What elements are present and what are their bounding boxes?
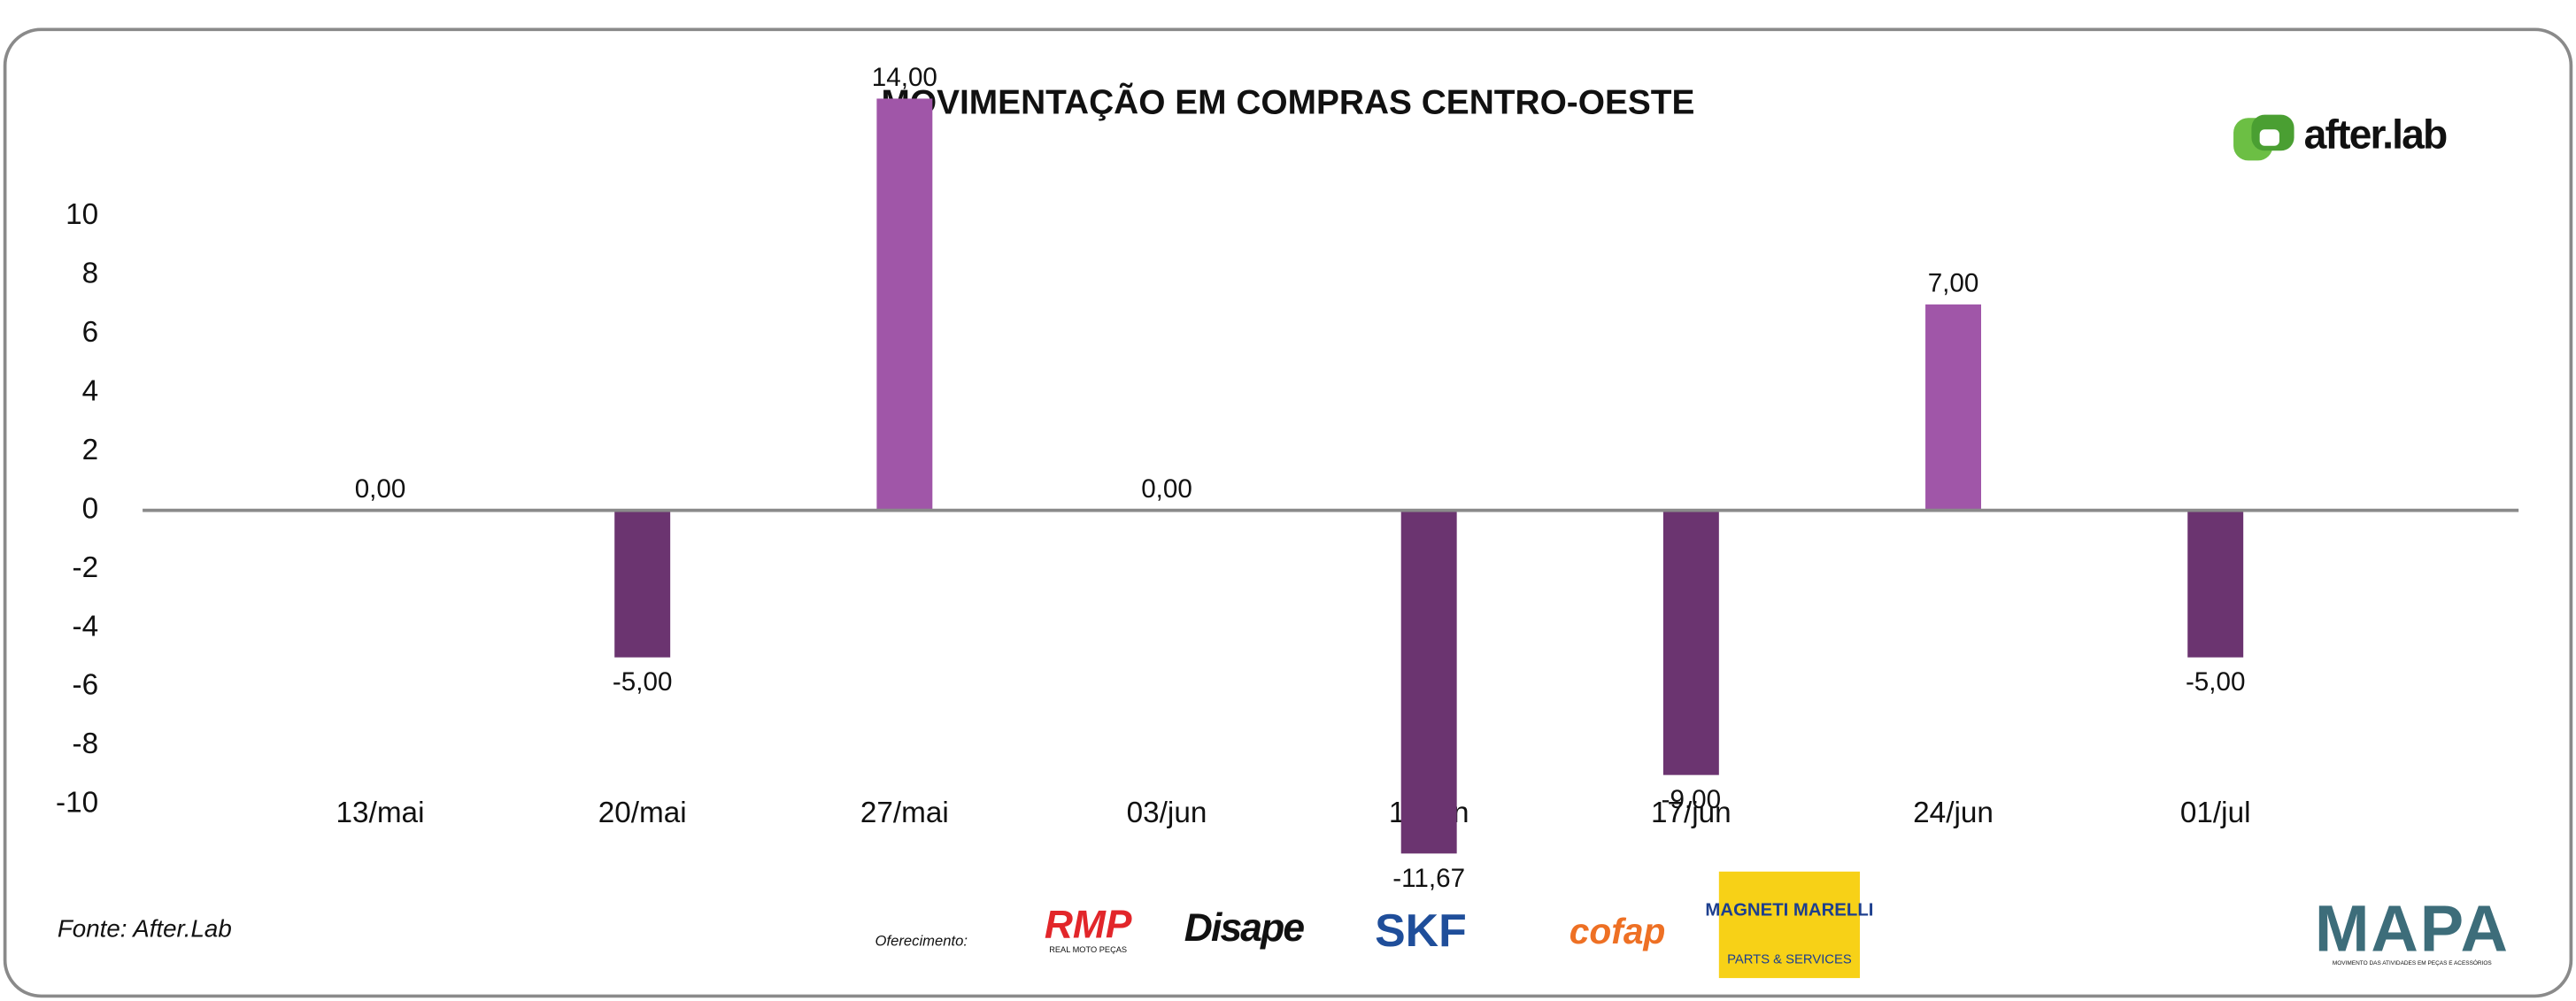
- value-label: 0,00: [1141, 474, 1192, 504]
- y-tick-label: 4: [82, 374, 99, 407]
- y-tick-label: -2: [73, 551, 99, 584]
- value-label: 0,00: [355, 474, 406, 504]
- sponsor-skf: SKF: [1375, 905, 1467, 956]
- value-label: -9,00: [1662, 785, 1722, 814]
- sponsor-label: Oferecimento:: [875, 933, 968, 950]
- sponsor-cofap: cofap: [1570, 911, 1666, 951]
- y-tick-label: 10: [66, 198, 98, 231]
- value-label: 7,00: [1928, 269, 1979, 298]
- bar: [1925, 304, 1981, 511]
- x-tick-label: 01/jul: [2180, 797, 2251, 829]
- sponsor-magneti: MAGNETI MARELLI: [1705, 901, 1873, 920]
- y-tick-label: -10: [56, 787, 98, 820]
- brand-logo: after.lab: [2233, 112, 2449, 161]
- x-tick-label: 27/mai: [860, 797, 949, 829]
- bar: [2187, 510, 2244, 658]
- y-tick-label: 2: [82, 434, 99, 466]
- y-tick-label: 8: [82, 258, 99, 290]
- frame: [3, 27, 2573, 998]
- x-tick-label: 17/jun: [1651, 797, 1731, 829]
- sponsor-box: [1718, 871, 1861, 979]
- value-label: 14,00: [872, 63, 937, 92]
- x-tick-label: 13/mai: [336, 797, 425, 829]
- y-tick-label: 0: [82, 492, 99, 525]
- y-tick-label: -4: [73, 610, 99, 643]
- sponsors: RMP REAL MOTO PEÇAS Disape SKF cofap MAG…: [1045, 871, 1873, 979]
- bar: [1400, 510, 1457, 854]
- y-tick-label: -6: [73, 669, 99, 702]
- sponsor-magneti-sub: PARTS & SERVICES: [1727, 953, 1852, 967]
- value-label: -5,00: [613, 667, 673, 697]
- bar: [614, 510, 671, 658]
- bar: [1662, 510, 1719, 775]
- bar: [876, 98, 933, 511]
- brand-name: after.lab: [2304, 112, 2447, 158]
- x-tick-label: 20/mai: [598, 797, 687, 829]
- value-label: -5,00: [2186, 667, 2245, 697]
- source: Fonte: After.Lab: [58, 915, 232, 943]
- sponsor-rmp: RMP: [1045, 903, 1132, 946]
- brand-icon: [2259, 129, 2279, 146]
- y-tick-label: -8: [73, 728, 99, 760]
- x-tick-label: 03/jun: [1127, 797, 1207, 829]
- chart-title: MOVIMENTAÇÃO EM COMPRAS CENTRO-OESTE: [882, 83, 1695, 122]
- value-label: -11,67: [1392, 864, 1465, 893]
- sponsor-rmp-sub: REAL MOTO PEÇAS: [1049, 945, 1127, 954]
- y-tick-label: 6: [82, 316, 99, 349]
- mapa-sub: MOVIMENTO DAS ATIVIDADES EM PEÇAS E ACES…: [2333, 959, 2493, 966]
- mapa-logo: MAPA: [2315, 892, 2510, 966]
- x-tick-label: 24/jun: [1913, 797, 1994, 829]
- sponsor-disape: Disape: [1184, 906, 1305, 950]
